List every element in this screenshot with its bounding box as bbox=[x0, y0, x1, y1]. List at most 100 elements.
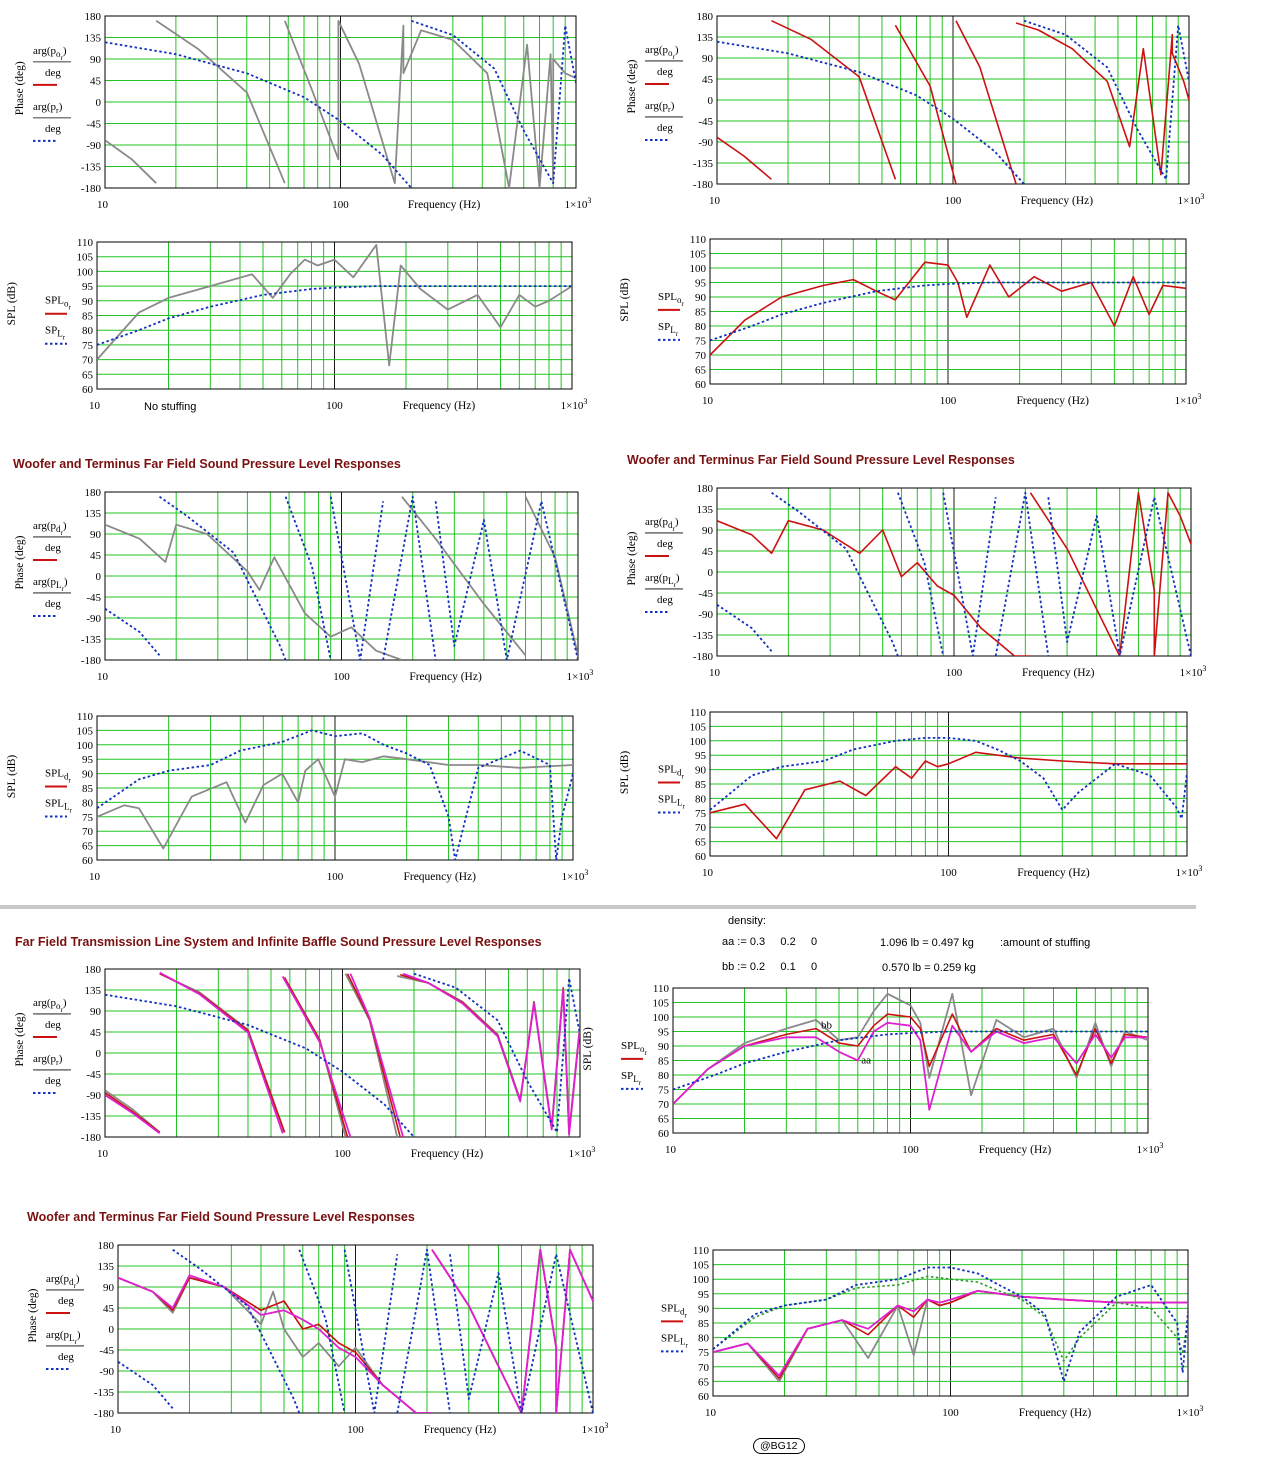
y-tick-label: 85 bbox=[698, 1318, 710, 1330]
legend-denominator: deg bbox=[45, 123, 61, 135]
series-group bbox=[105, 495, 578, 660]
plot-frame bbox=[104, 968, 581, 1138]
chart-c12: 110 105 100 95 90 85 80 75 70 65 60 10 100 1×103 Frequ… bbox=[661, 1245, 1203, 1419]
series-line-magenta bbox=[105, 971, 580, 1137]
y-tick-label: 90 bbox=[90, 1006, 102, 1018]
x-tick-label: 10 bbox=[709, 195, 721, 207]
x-tick-label: 10 bbox=[97, 671, 109, 683]
x-tick-label: 100 bbox=[902, 1144, 919, 1156]
y-tick-label: -45 bbox=[698, 588, 713, 600]
series-line-gray bbox=[97, 244, 572, 367]
y-tick-label: 60 bbox=[82, 384, 94, 396]
y-tick-label: 90 bbox=[702, 53, 714, 65]
x-tick-label: 10 bbox=[705, 1407, 717, 1419]
y-tick-label: 110 bbox=[77, 237, 94, 249]
y-axis-label: SPL (dB) bbox=[6, 755, 18, 799]
y-tick-label: 110 bbox=[690, 234, 707, 246]
y-tick-label: 95 bbox=[658, 1027, 670, 1039]
y-tick-label: 180 bbox=[85, 11, 102, 23]
y-tick-label: 75 bbox=[695, 808, 707, 820]
series-line-blue bbox=[710, 737, 1187, 820]
y-tick-label: 45 bbox=[702, 74, 714, 86]
y-tick-label: 90 bbox=[103, 1282, 115, 1294]
chart-c1: 180 135 90 45 0 -45 -90 -135 -180 10 100 1×103 Frequ… bbox=[14, 11, 591, 211]
y-axis-label: Phase (deg) bbox=[27, 1288, 39, 1342]
y-tick-label: 180 bbox=[98, 1240, 115, 1252]
y-tick-label: 85 bbox=[695, 307, 707, 319]
legend-label: SPLdr bbox=[45, 767, 71, 784]
x-axis-label: Frequency (Hz) bbox=[1016, 395, 1089, 407]
x-tick-label: 100 bbox=[333, 671, 350, 683]
y-tick-label: -135 bbox=[693, 158, 714, 170]
y-tick-label: -135 bbox=[693, 630, 714, 642]
legend-label: SPLLr bbox=[45, 797, 72, 814]
x-tick-label: 100 bbox=[942, 1407, 959, 1419]
y-tick-label: 105 bbox=[653, 998, 670, 1010]
x-axis-label: Frequency (Hz) bbox=[424, 1424, 497, 1436]
section-title-1: Woofer and Terminus Far Field Sound Pres… bbox=[13, 457, 401, 471]
y-tick-label: 110 bbox=[77, 711, 94, 723]
x-tick-label: 1×103 bbox=[1180, 664, 1207, 679]
legend-label: SPLr bbox=[621, 1070, 642, 1087]
x-tick-label: 100 bbox=[326, 400, 343, 412]
legend-denominator: deg bbox=[45, 542, 61, 554]
y-tick-label: 75 bbox=[82, 812, 94, 824]
legend-label: arg(pdr) bbox=[46, 1273, 80, 1290]
y-tick-label: 70 bbox=[698, 1362, 710, 1374]
series-line-red bbox=[673, 1013, 1148, 1105]
y-tick-label: 70 bbox=[658, 1099, 670, 1111]
y-tick-label: 80 bbox=[82, 325, 94, 337]
x-tick-label: 1×103 bbox=[567, 668, 594, 683]
y-tick-label: 90 bbox=[658, 1041, 670, 1053]
x-axis-label: Frequency (Hz) bbox=[403, 400, 476, 412]
x-tick-label: 1×103 bbox=[561, 397, 588, 412]
x-tick-label: 100 bbox=[940, 395, 957, 407]
y-tick-label: -180 bbox=[81, 183, 102, 195]
y-tick-label: 70 bbox=[695, 350, 707, 362]
legend-denominator: deg bbox=[657, 538, 673, 550]
legend-denominator: deg bbox=[657, 66, 673, 78]
y-tick-label: 0 bbox=[109, 1324, 115, 1336]
y-tick-label: 60 bbox=[698, 1391, 710, 1403]
plot-frame bbox=[96, 241, 573, 390]
y-axis-label: Phase (deg) bbox=[626, 59, 638, 113]
y-tick-label: 65 bbox=[698, 1376, 710, 1388]
series-line-red bbox=[105, 972, 580, 1137]
y-tick-label: 45 bbox=[103, 1303, 115, 1315]
y-tick-label: -180 bbox=[693, 179, 714, 191]
legend-denominator: deg bbox=[657, 122, 673, 134]
x-axis-label: Frequency (Hz) bbox=[1021, 195, 1094, 207]
y-tick-label: 65 bbox=[82, 369, 94, 381]
y-tick-label: 90 bbox=[82, 769, 94, 781]
x-axis-label: Frequency (Hz) bbox=[411, 1148, 484, 1160]
series-line-red bbox=[717, 19, 1189, 184]
x-tick-label: 1×103 bbox=[1176, 864, 1203, 879]
y-tick-label: 105 bbox=[77, 725, 94, 737]
legend-label: arg(por) bbox=[645, 44, 679, 61]
x-tick-label: 10 bbox=[702, 395, 714, 407]
series-group bbox=[118, 1248, 593, 1413]
y-tick-label: 0 bbox=[96, 1048, 102, 1060]
section-divider bbox=[0, 905, 1196, 909]
legend-label: arg(pLr) bbox=[46, 1329, 81, 1346]
chart-annotation: bb bbox=[821, 1020, 833, 1032]
y-tick-label: 60 bbox=[82, 855, 94, 867]
plot-frame bbox=[117, 1244, 594, 1414]
y-tick-label: -90 bbox=[698, 137, 713, 149]
y-tick-label: 100 bbox=[693, 1274, 710, 1286]
legend-label: SPLor bbox=[621, 1040, 647, 1057]
y-tick-label: 90 bbox=[695, 292, 707, 304]
y-tick-label: 65 bbox=[658, 1114, 670, 1126]
y-tick-label: 95 bbox=[695, 750, 707, 762]
y-tick-label: -45 bbox=[99, 1345, 114, 1357]
legend-denominator: deg bbox=[45, 67, 61, 79]
plot-frame bbox=[104, 491, 579, 661]
y-tick-label: 80 bbox=[695, 321, 707, 333]
legend-denominator: deg bbox=[45, 1075, 61, 1087]
x-tick-label: 1×103 bbox=[569, 1145, 596, 1160]
y-tick-label: 60 bbox=[658, 1128, 670, 1140]
legend-label: arg(por) bbox=[33, 45, 67, 62]
y-tick-label: 100 bbox=[690, 736, 707, 748]
y-tick-label: 85 bbox=[695, 779, 707, 791]
plot-frame bbox=[716, 487, 1192, 657]
